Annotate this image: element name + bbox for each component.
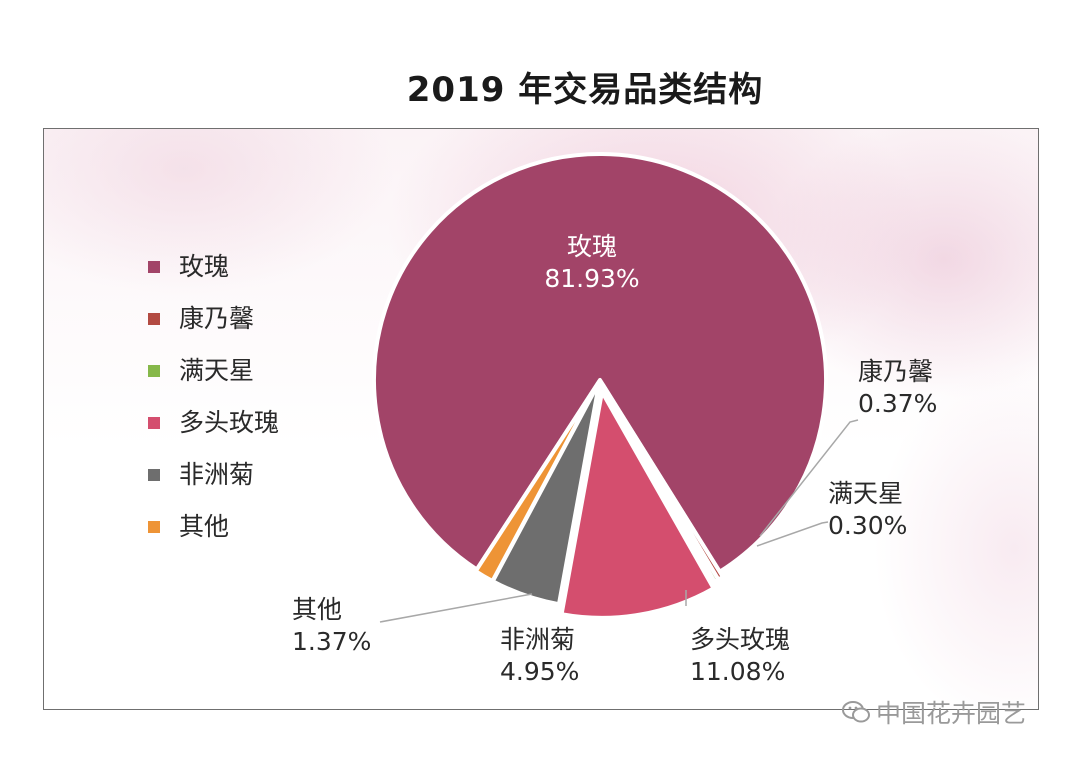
slice-value-gypsophila: 0.30% bbox=[828, 511, 907, 540]
legend-swatch-other bbox=[148, 521, 160, 533]
slice-label-other: 其他 bbox=[292, 595, 342, 624]
slice-label-gerbera: 非洲菊 bbox=[500, 625, 575, 654]
watermark-text: 中国花卉园艺 bbox=[876, 699, 1027, 728]
pie-slice-gypsophila bbox=[601, 383, 721, 584]
legend-item-other: 其他 bbox=[145, 508, 315, 560]
legend-label: 玫瑰 bbox=[179, 252, 230, 281]
legend-swatch-spray-rose bbox=[148, 417, 160, 429]
legend-label: 非洲菊 bbox=[179, 460, 255, 489]
legend-label: 多头玫瑰 bbox=[179, 408, 280, 437]
legend-swatch-gypsophila bbox=[148, 365, 160, 377]
legend-item-rose: 玫瑰 bbox=[145, 248, 315, 300]
slice-value-gerbera: 4.95% bbox=[500, 657, 579, 686]
legend-item-gypsophila: 满天星 bbox=[145, 352, 315, 404]
slice-label-rose: 玫瑰 bbox=[567, 232, 617, 261]
legend-swatch-carnation bbox=[148, 313, 160, 325]
slice-label-spray-rose: 多头玫瑰 bbox=[690, 625, 790, 654]
slice-value-spray-rose: 11.08% bbox=[690, 657, 785, 686]
chart-title: 2019 年交易品类结构 bbox=[406, 70, 764, 110]
slice-value-rose: 81.93% bbox=[544, 264, 639, 293]
legend-swatch-gerbera bbox=[148, 469, 160, 481]
slice-label-carnation: 康乃馨 bbox=[858, 357, 933, 386]
legend-label: 满天星 bbox=[179, 356, 255, 385]
legend-label: 其他 bbox=[179, 512, 230, 541]
wechat-icon bbox=[842, 701, 870, 723]
pie-slice-spray-rose bbox=[559, 389, 716, 620]
legend: 玫瑰 康乃馨 满天星 多头玫瑰 非洲菊 其他 bbox=[145, 248, 315, 560]
leader-line-carnation bbox=[759, 419, 859, 537]
pie-slice-rose bbox=[372, 152, 828, 574]
legend-item-spray-rose: 多头玫瑰 bbox=[145, 404, 315, 456]
leader-line-other bbox=[379, 593, 533, 623]
legend-swatch-rose bbox=[148, 261, 160, 273]
watermark: 中国花卉园艺 bbox=[842, 694, 1026, 730]
slice-label-gypsophila: 满天星 bbox=[828, 479, 903, 508]
legend-item-gerbera: 非洲菊 bbox=[145, 456, 315, 508]
slice-value-carnation: 0.37% bbox=[858, 389, 937, 418]
leader-line-gypsophila bbox=[756, 521, 829, 547]
slice-value-other: 1.37% bbox=[292, 627, 371, 656]
legend-label: 康乃馨 bbox=[179, 304, 255, 333]
pie-slice-other bbox=[473, 379, 601, 584]
legend-item-carnation: 康乃馨 bbox=[145, 300, 315, 352]
